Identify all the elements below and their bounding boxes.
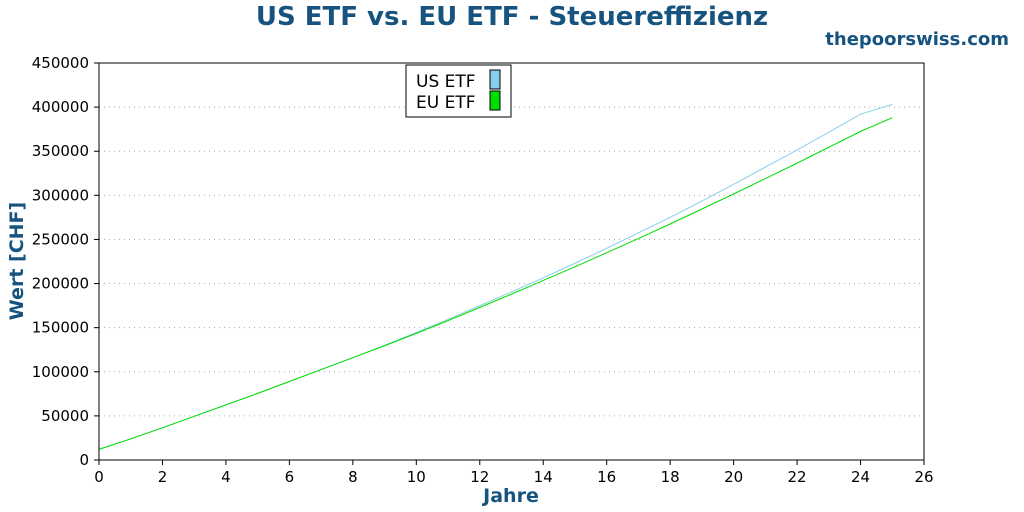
x-tick-label: 6 [285,468,295,486]
x-tick-label: 8 [348,468,358,486]
x-tick-label: 22 [788,468,807,486]
x-tick-label: 2 [158,468,168,486]
x-tick-label: 26 [914,468,933,486]
chart-title: US ETF vs. EU ETF - Steuereffizienz [256,2,768,32]
x-tick-label: 14 [534,468,553,486]
x-tick-label: 12 [470,468,489,486]
y-tick-label: 250000 [32,230,89,248]
y-tick-label: 50000 [41,407,89,425]
y-tick-label: 100000 [32,363,89,381]
y-axis-label: Wert [CHF] [6,202,28,320]
x-tick-label: 20 [724,468,743,486]
series-layer [98,103,893,450]
legend-swatch-eu-etf [489,90,501,111]
plot-area-frame [98,62,925,461]
x-tick-label: 10 [407,468,426,486]
x-tick-label: 0 [94,468,104,486]
x-tick-label: 18 [661,468,680,486]
x-axis-label: Jahre [481,485,539,507]
y-axis-ticks: 0 50000 100000 150000 200000 250000 300000 3500… [32,54,99,469]
chart-legend: US ETF EU ETF [405,64,512,118]
y-tick-label: 300000 [32,186,89,204]
y-tick-label: 200000 [32,275,89,293]
x-axis-ticks: 0 2 4 6 8 10 12 14 16 18 20 22 24 26 [94,460,934,486]
x-tick-label: 16 [597,468,616,486]
y-tick-label: 450000 [32,54,89,72]
y-tick-label: 400000 [32,98,89,116]
y-tick-label: 350000 [32,142,89,160]
x-tick-label: 4 [221,468,231,486]
series-line-us-etf [98,103,893,450]
y-tick-label: 150000 [32,319,89,337]
series-line-eu-etf [98,117,893,450]
x-tick-label: 24 [851,468,870,486]
legend-label-us-etf: US ETF [416,72,476,92]
brand-label: thepoorswiss.com [825,29,1009,50]
legend-label-eu-etf: EU ETF [416,93,476,113]
legend-swatch-us-etf [489,69,501,90]
y-tick-label: 0 [79,451,89,469]
